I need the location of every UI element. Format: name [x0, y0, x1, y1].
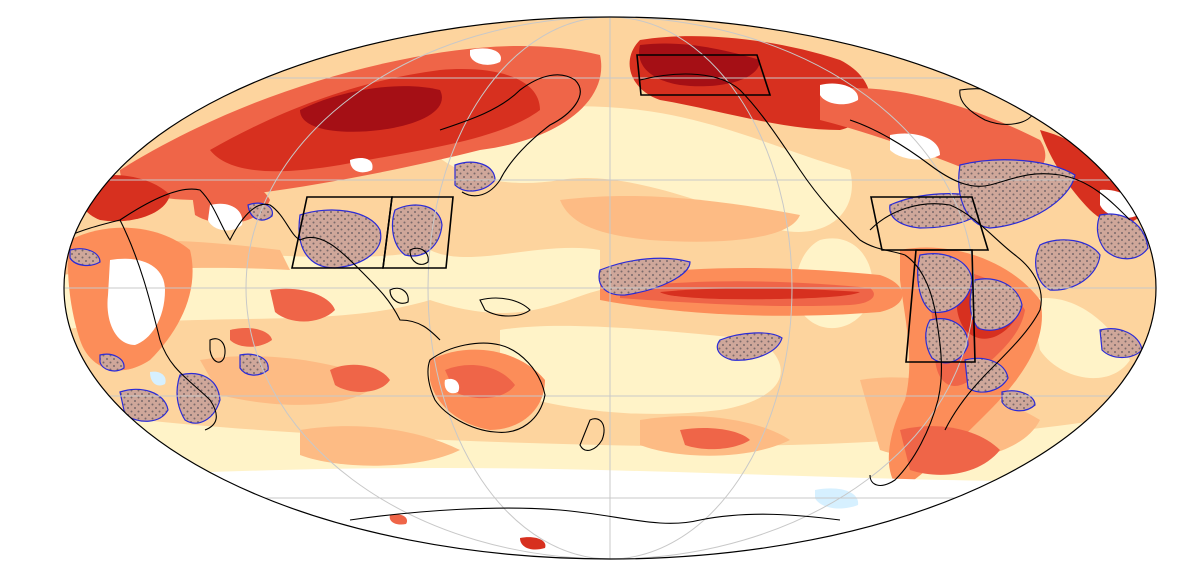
region-boxes — [291, 54, 990, 363]
stipple-paraguay — [964, 357, 1009, 393]
darkred-alaska — [639, 43, 760, 87]
red-antarctic-speck — [520, 537, 546, 550]
coastline-east-africa — [119, 219, 217, 431]
box-east-asia — [382, 196, 454, 269]
graticule-meridian-60 — [427, 17, 793, 559]
lightorange-southern-indian — [300, 426, 460, 466]
white-arabia — [208, 203, 243, 231]
coastline-east-asia — [439, 74, 581, 197]
stipple-north-atlantic — [958, 159, 1076, 229]
box-central-america — [870, 196, 990, 251]
coastline-antarctica — [349, 507, 841, 524]
cream-south-atlantic — [1030, 298, 1130, 379]
coastline-australia — [427, 342, 546, 433]
redorange-australia — [445, 365, 515, 399]
white-tibet — [350, 158, 373, 173]
redorange-indian-ocean-spot-2 — [330, 364, 390, 392]
redorange-antarctic-speck — [389, 514, 408, 525]
cream-band-tropics — [64, 247, 600, 330]
coastline-north-america-west — [639, 73, 906, 256]
stipple-philippines — [391, 204, 443, 257]
coastlines — [64, 73, 1131, 524]
white-arctic-canada — [820, 83, 859, 105]
stipple-northern-andes — [917, 253, 973, 313]
graticule-meridian-120 — [245, 17, 975, 559]
stipple-amazon — [969, 278, 1023, 331]
stipple-south-africa — [119, 388, 169, 422]
coastline-borneo — [389, 287, 409, 304]
coastline-south-america-east — [869, 203, 1042, 431]
stipple-central-pacific — [598, 257, 691, 296]
coastline-madagascar — [209, 338, 226, 363]
coastline-north-america-east — [849, 119, 1131, 221]
stipple-madagascar — [176, 373, 221, 424]
stipple-tropical-atlantic — [1035, 239, 1101, 291]
darkred-siberia — [300, 86, 442, 132]
redorange-madagascar-area — [230, 328, 272, 347]
white-australia — [444, 378, 460, 394]
white-arctic-siberia — [470, 48, 501, 65]
red-equatorial-pacific — [660, 288, 860, 300]
coastline-philippines — [409, 247, 429, 265]
box-alaska — [636, 54, 772, 96]
coastline-new-zealand — [579, 418, 605, 451]
coastline-new-guinea — [479, 297, 531, 317]
redorange-south-pacific-spot — [680, 428, 750, 450]
white-canada — [890, 133, 940, 160]
lightorange-central-pacific — [560, 195, 800, 242]
white-sahara — [107, 258, 165, 345]
coastline-south-america-west — [869, 254, 942, 486]
stipple-south-pacific — [716, 332, 783, 361]
stipple-indian-ocean — [239, 353, 269, 376]
redorange-canada — [820, 88, 1046, 181]
coastline-africa-asia — [64, 188, 441, 341]
redorange-indian-ocean-spot — [270, 288, 335, 322]
redorange-patagonia — [900, 426, 1000, 475]
cream-south-pacific — [500, 325, 781, 414]
stipple-west-africa — [1096, 213, 1149, 260]
lightblue-mozambique — [150, 371, 166, 386]
stipple-indochina — [298, 209, 382, 269]
box-south-america — [905, 249, 976, 363]
globe-outline — [63, 16, 1157, 560]
stipple-west-africa-coast — [69, 248, 101, 267]
stipple-angola — [99, 353, 125, 372]
white-west-africa-atlantic — [1100, 189, 1139, 219]
